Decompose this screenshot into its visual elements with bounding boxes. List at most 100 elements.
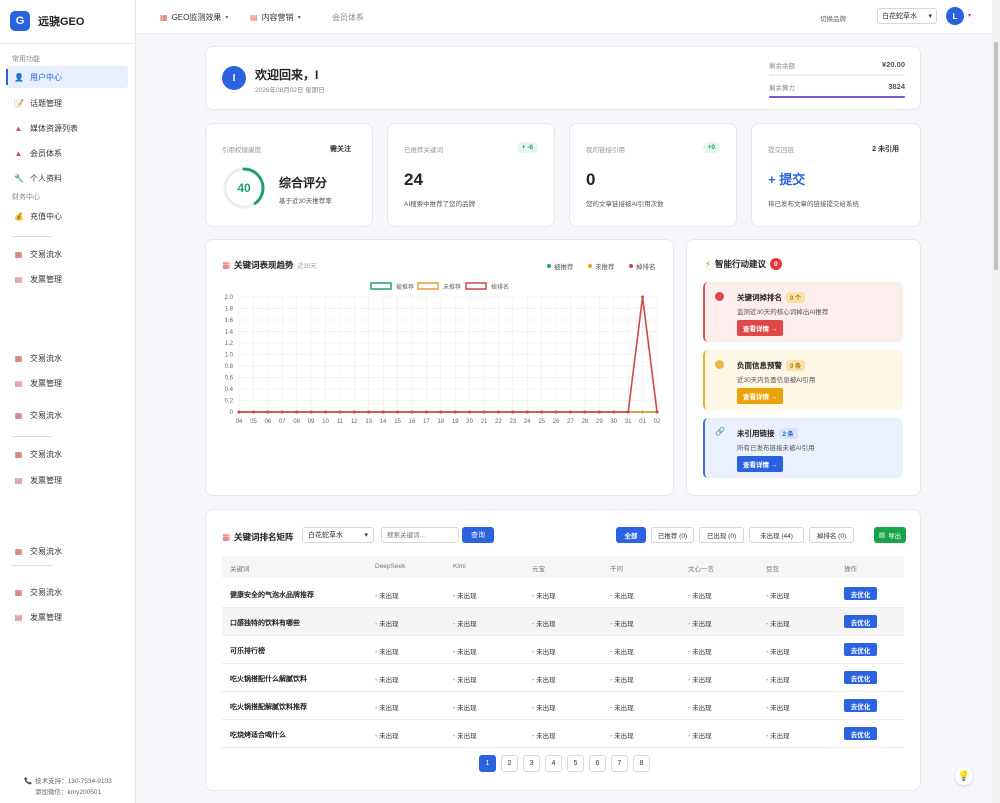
sidebar-item[interactable]: 💰 充值中心 — [6, 205, 128, 227]
lightbulb-icon[interactable]: 💡 — [955, 767, 973, 785]
app-logo[interactable]: G 远骁GEO — [10, 11, 84, 31]
view-details-button[interactable]: 查看详情 → — [737, 388, 784, 404]
authority-label: 引用权健康度 — [222, 147, 261, 154]
col-kimi: Kimi — [453, 563, 466, 570]
page-button[interactable]: 4 — [545, 755, 562, 772]
sidebar-item[interactable]: 📝 话题管理 — [6, 92, 128, 114]
sidebar-item[interactable]: ▦ 交易流水 — [6, 443, 128, 465]
authority-badge: 需关注 — [330, 146, 351, 153]
sidebar-item-label: 个人资料 — [30, 173, 62, 183]
filter-dropped[interactable]: 掉排名 (0) — [809, 527, 854, 543]
member-icon: ▲ — [14, 148, 23, 158]
sidebar-item[interactable]: ▤ 发票管理 — [6, 268, 128, 290]
optimize-button[interactable]: 去优化 — [844, 671, 877, 684]
sidebar-item[interactable]: 👤 用户中心 — [6, 66, 128, 88]
page-scrollbar[interactable] — [992, 0, 1000, 803]
scrollbar-thumb[interactable] — [994, 42, 998, 270]
table-header: 关键词 DeepSeek Kimi 元宝 千问 文心一言 豆包 操作 — [222, 556, 904, 578]
optimize-button[interactable]: 去优化 — [844, 699, 877, 712]
user-avatar[interactable]: L — [946, 7, 964, 25]
sidebar-item[interactable]: ▦ 交易流水 — [6, 243, 128, 265]
col-yuanbao: 元宝 — [532, 566, 545, 573]
submit-card[interactable]: 提交回链 2 未引用 + 提交 将已发布文章的链接提交给系统 — [751, 123, 921, 227]
page-button[interactable]: 5 — [567, 755, 584, 772]
sidebar-item[interactable]: ▤ 发票管理 — [6, 606, 128, 628]
filter-not-appeared[interactable]: 未出现 (44) — [749, 527, 804, 543]
sidebar-item[interactable]: ▦ 交易流水 — [6, 581, 128, 603]
sidebar-item[interactable]: ▤ 发票管理 — [6, 372, 128, 394]
sidebar-item[interactable]: ▲ 媒体资源列表 — [6, 117, 128, 139]
sidebar-item[interactable]: ▦ 交易流水 — [6, 404, 128, 426]
data-point — [410, 410, 414, 414]
optimize-button[interactable]: 去优化 — [844, 587, 877, 600]
nav-membership[interactable]: 会员体系 — [332, 12, 364, 23]
nav-label: 内容营销 — [261, 13, 294, 22]
sidebar-item-label: 发票管理 — [30, 612, 62, 622]
chevron-down-icon: ▾ — [364, 532, 368, 539]
page-button[interactable]: 1 — [479, 755, 496, 772]
keywords-card[interactable]: 已推荐关键词 + -6 24 AI搜索中推荐了您的品牌 — [387, 123, 555, 227]
filter-all[interactable]: 全部 — [616, 527, 646, 543]
sidebar-item[interactable]: 🔧 个人资料 — [6, 167, 128, 189]
page-button[interactable]: 6 — [589, 755, 606, 772]
submit-button[interactable]: + 提交 — [768, 172, 806, 187]
nav-geo-monitor[interactable]: ▦ GEO监测效果 ▾ — [160, 12, 228, 23]
chart-icon: ▦ — [222, 259, 231, 270]
page-button[interactable]: 3 — [523, 755, 540, 772]
chevron-down-icon[interactable]: ▾ — [968, 13, 972, 19]
optimize-button[interactable]: 去优化 — [844, 615, 877, 628]
legend-dropped[interactable]: 掉排名 — [629, 261, 656, 271]
status-cell: 未出现 — [766, 730, 790, 740]
optimize-button[interactable]: 去优化 — [844, 727, 877, 740]
sidebar-item[interactable]: ▤ 发票管理 — [6, 469, 128, 491]
filter-recommended[interactable]: 已推荐 (0) — [651, 527, 694, 543]
x-tick-label: 29 — [596, 419, 603, 425]
x-tick-label: 26 — [553, 419, 560, 425]
table-row: 吃烧烤适合喝什么 未出现 未出现 未出现 未出现 未出现 未出现 去优化 — [222, 720, 904, 748]
page-button[interactable]: 2 — [501, 755, 518, 772]
status-cell: 未出现 — [453, 590, 477, 600]
legend-recommended[interactable]: 被推荐 — [547, 261, 574, 271]
sidebar-item[interactable]: ▦ 交易流水 — [6, 540, 128, 562]
keywords-label: 已推荐关键词 — [404, 147, 443, 154]
links-card[interactable]: 我的链接引用 +0 0 您的文章链接被AI引用次数 — [569, 123, 737, 227]
data-point — [540, 410, 544, 414]
sidebar-item-label: 充值中心 — [30, 211, 62, 221]
export-button[interactable]: ▤ 导出 — [874, 527, 906, 543]
logo-icon: G — [10, 11, 30, 31]
balance-label: 剩余余额 — [769, 63, 795, 70]
brand-select[interactable]: 白花蛇草水 ▾ — [877, 8, 937, 24]
media-icon: ▲ — [14, 123, 23, 133]
nav-content-marketing[interactable]: ▤ 内容营销 ▾ — [250, 12, 301, 23]
query-button[interactable]: 查询 — [462, 527, 494, 543]
legend-label: 掉排名 — [636, 264, 656, 271]
sidebar-item[interactable]: ▦ 交易流水 — [6, 347, 128, 369]
view-details-button[interactable]: 查看详情 → — [737, 320, 784, 336]
series-line — [239, 296, 658, 413]
brand-filter-select[interactable]: 白花蛇草水 ▾ — [302, 527, 374, 543]
clipped-item — [12, 436, 62, 440]
keyword-search-input[interactable] — [381, 527, 459, 543]
legend-not-recommended[interactable]: 未推荐 — [588, 261, 615, 271]
optimize-button[interactable]: 去优化 — [844, 643, 877, 656]
status-cell: 未出现 — [532, 674, 556, 684]
sidebar-item-label: 交易流水 — [30, 410, 62, 420]
submit-desc: 将已发布文章的链接提交给系统 — [768, 201, 859, 208]
invoice-icon: ▤ — [14, 475, 23, 485]
sidebar-item-label: 媒体资源列表 — [30, 123, 78, 133]
page-button[interactable]: 8 — [633, 755, 650, 772]
x-tick-label: 14 — [380, 419, 387, 425]
data-point — [323, 410, 327, 414]
view-details-button[interactable]: 查看详情 → — [737, 456, 784, 472]
status-cell: 未出现 — [375, 730, 399, 740]
status-cell: 未出现 — [688, 702, 712, 712]
action-count: 0 条 — [786, 360, 806, 371]
sidebar: G 远骁GEO 常用功能 👤 用户中心 📝 话题管理 ▲ 媒体资源列表 ▲ 会员体系 🔧 个人资料… — [0, 0, 136, 803]
filter-appeared[interactable]: 已出现 (0) — [699, 527, 744, 543]
sidebar-item[interactable]: ▲ 会员体系 — [6, 142, 128, 164]
sidebar-item-label: 交易流水 — [30, 546, 62, 556]
x-tick-label: 04 — [236, 419, 243, 425]
brand-filter-value: 白花蛇草水 — [308, 532, 343, 539]
x-tick-label: 11 — [337, 419, 344, 425]
page-button[interactable]: 7 — [611, 755, 628, 772]
